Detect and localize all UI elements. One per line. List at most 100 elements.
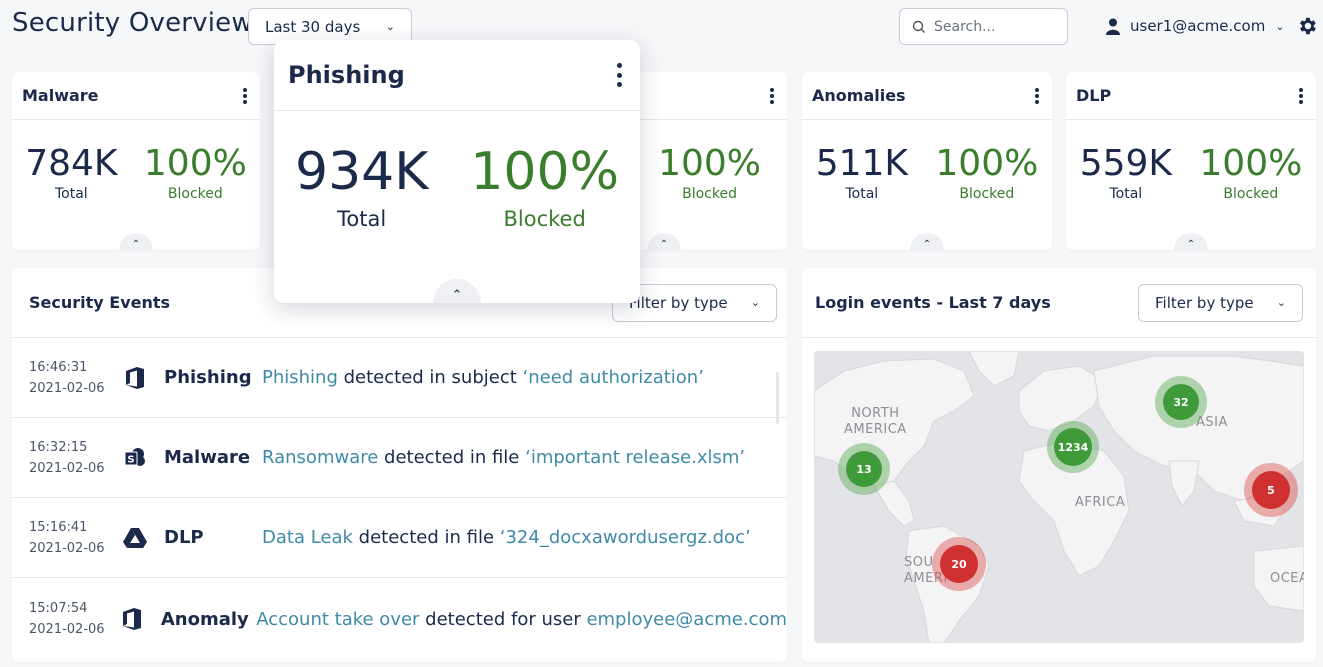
- login-cluster-marker[interactable]: 32: [1155, 376, 1207, 428]
- collapse-button[interactable]: ⌃: [910, 233, 944, 250]
- event-time: 15:07:54: [29, 601, 88, 616]
- chevron-up-icon: ⌃: [131, 239, 141, 250]
- chevron-down-icon: ⌄: [385, 20, 395, 33]
- event-row[interactable]: 15:07:54 2021-02-06 Anomaly Account take …: [12, 578, 787, 660]
- blocked-label: Blocked: [503, 207, 586, 231]
- more-options-icon[interactable]: [238, 86, 252, 106]
- region-label-ocean: OCEA: [1270, 571, 1304, 586]
- user-menu[interactable]: user1@acme.com ⌄: [1106, 14, 1285, 38]
- chevron-up-icon: ⌃: [659, 239, 669, 250]
- google-drive-icon: [122, 525, 148, 551]
- more-options-icon[interactable]: [1294, 86, 1308, 106]
- event-link[interactable]: Phishing: [262, 367, 338, 388]
- event-target[interactable]: employee@acme.com: [586, 608, 787, 630]
- event-link[interactable]: Account take over: [256, 608, 420, 630]
- svg-text:S: S: [127, 454, 134, 465]
- cluster-count: 13: [846, 451, 882, 487]
- office-icon: [122, 365, 148, 391]
- filter-by-type-select[interactable]: Filter by type ⌄: [612, 283, 777, 322]
- event-description: Data Leak detected in file ‘324_docxawor…: [262, 527, 751, 548]
- blocked-label: Blocked: [167, 186, 223, 202]
- collapse-button[interactable]: ⌃: [119, 233, 153, 250]
- filter-by-type-select[interactable]: Filter by type ⌄: [1138, 283, 1303, 322]
- event-target[interactable]: ‘need authorization’: [522, 367, 704, 388]
- gear-icon[interactable]: [1296, 15, 1318, 37]
- blocked-value: 100%: [470, 142, 619, 202]
- cluster-count: 1234: [1054, 428, 1092, 466]
- more-options-icon[interactable]: [765, 86, 779, 106]
- card-title: Malware: [22, 86, 99, 105]
- event-type: Malware: [164, 447, 251, 468]
- total-label: Total: [1109, 186, 1143, 202]
- collapse-button[interactable]: ⌃: [433, 279, 481, 303]
- event-row[interactable]: 16:32:15 2021-02-06 S Malware Ransomware …: [12, 418, 787, 498]
- sharepoint-icon: S: [122, 445, 148, 471]
- total-value: 511K: [815, 143, 909, 184]
- total-label: Total: [55, 186, 88, 202]
- page-title: Security Overview: [12, 8, 253, 38]
- blocked-value: 100%: [935, 143, 1039, 184]
- collapse-button[interactable]: ⌃: [1174, 233, 1208, 250]
- blocked-value: 100%: [143, 143, 247, 184]
- event-text: detected in file: [378, 447, 526, 468]
- total-value: 559K: [1079, 143, 1173, 184]
- chevron-up-icon: ⌃: [1186, 239, 1196, 250]
- world-map-land: [814, 351, 1304, 643]
- event-date: 2021-02-06: [29, 380, 105, 396]
- event-type: Phishing: [164, 367, 252, 388]
- filter-label: Filter by type: [1155, 293, 1254, 312]
- login-cluster-marker[interactable]: 5: [1244, 463, 1298, 517]
- event-date: 2021-02-06: [29, 622, 105, 637]
- event-target[interactable]: ‘important release.xlsm’: [525, 447, 746, 468]
- filter-label: Filter by type: [629, 293, 728, 312]
- chevron-down-icon: ⌄: [1275, 19, 1285, 33]
- more-options-icon[interactable]: [612, 61, 626, 89]
- event-description: Phishing detected in subject ‘need autho…: [262, 367, 704, 388]
- region-label-asia: ASIA: [1196, 415, 1228, 430]
- chevron-down-icon: ⌄: [1276, 296, 1286, 309]
- blocked-label: Blocked: [682, 186, 737, 202]
- event-time: 16:32:15: [29, 439, 88, 455]
- total-value: 784K: [25, 143, 118, 184]
- blocked-value: 100%: [1199, 143, 1303, 184]
- more-options-icon[interactable]: [1030, 86, 1044, 106]
- total-label: Total: [337, 207, 387, 231]
- event-time: 16:46:31: [29, 359, 88, 375]
- event-date: 2021-02-06: [29, 460, 105, 476]
- scrollbar[interactable]: [776, 372, 779, 424]
- chevron-up-icon: ⌃: [922, 239, 932, 250]
- login-cluster-marker[interactable]: 20: [932, 537, 986, 591]
- event-row[interactable]: 15:16:41 2021-02-06 DLP Data Leak detecte…: [12, 498, 787, 578]
- dlp-card: DLP 559K Total 100% Blocked ⌃: [1066, 72, 1316, 250]
- event-description: Account take over detected for user empl…: [256, 609, 787, 630]
- event-row[interactable]: 16:46:31 2021-02-06 Phishing Phishing det…: [12, 338, 787, 418]
- region-label-north-america: NORTH AMERICA: [844, 406, 907, 437]
- malware-card: Malware 784K Total 100% Blocked ⌃: [12, 72, 260, 250]
- phishing-card-expanded: Phishing 934K Total 100% Blocked ⌃: [274, 40, 640, 303]
- chevron-up-icon: ⌃: [451, 288, 463, 303]
- chevron-down-icon: ⌄: [750, 296, 760, 309]
- collapse-button[interactable]: ⌃: [647, 233, 681, 250]
- blocked-label: Blocked: [1223, 186, 1279, 202]
- region-label-africa: AFRICA: [1075, 495, 1126, 510]
- office-icon: [120, 606, 145, 632]
- event-target[interactable]: ‘324_docxawordusergz.doc’: [499, 527, 751, 548]
- login-events-panel: Login events - Last 7 days Filter by typ…: [802, 268, 1316, 662]
- search-input[interactable]: [934, 18, 1054, 35]
- date-range-select[interactable]: Last 30 days ⌄: [248, 8, 412, 45]
- event-text: detected for user: [419, 608, 587, 630]
- event-link[interactable]: Ransomware: [262, 447, 379, 468]
- cluster-count: 20: [940, 545, 978, 583]
- user-icon: [1106, 18, 1120, 35]
- world-map[interactable]: NORTH AMERICA AFRICA ASIA SOU AMERI OCEA…: [814, 351, 1304, 643]
- event-text: detected in subject: [337, 367, 523, 388]
- date-range-value: Last 30 days: [265, 17, 361, 36]
- card-title: Anomalies: [812, 86, 906, 105]
- event-text: detected in file: [352, 527, 500, 548]
- event-type: DLP: [164, 527, 204, 548]
- event-link[interactable]: Data Leak: [262, 527, 353, 548]
- login-cluster-marker[interactable]: 1234: [1047, 421, 1099, 473]
- search-box[interactable]: [899, 8, 1068, 45]
- cluster-count: 5: [1252, 471, 1290, 509]
- login-cluster-marker[interactable]: 13: [838, 443, 890, 495]
